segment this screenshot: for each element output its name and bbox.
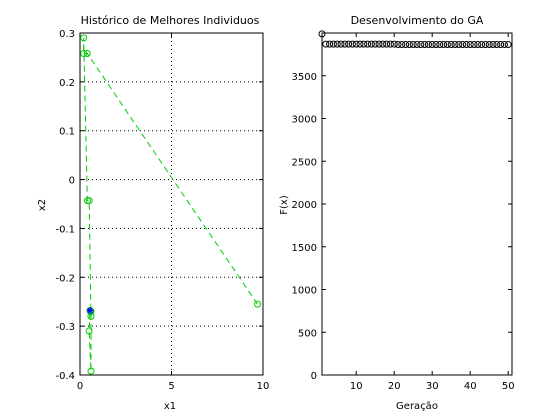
data-point — [424, 41, 432, 49]
data-point — [402, 41, 410, 49]
x-tick-label: 50 — [502, 381, 515, 392]
y-tick-label: 1000 — [292, 286, 317, 297]
plot-ga-development: Desenvolvimento do GA Geração F(x) 10 20 3… — [279, 14, 515, 412]
data-point — [85, 197, 93, 205]
data-point — [462, 41, 470, 49]
x-tick-label: 0 — [77, 381, 83, 392]
series-line — [83, 37, 258, 372]
data-point — [375, 40, 383, 48]
x-axis-label: x1 — [164, 401, 176, 412]
data-point — [383, 40, 391, 48]
y-tick-label: -0.1 — [55, 224, 75, 235]
data-point — [83, 197, 91, 205]
data-point — [80, 34, 88, 42]
data-point — [417, 41, 425, 49]
y-tick-label: -0.4 — [55, 371, 75, 382]
data-point — [364, 40, 372, 48]
best-point-marker — [86, 307, 94, 315]
data-point — [83, 50, 91, 58]
data-point — [432, 41, 440, 49]
data-point — [367, 40, 375, 48]
x-tick-label: 40 — [464, 381, 477, 392]
y-tick-label: 0.3 — [59, 29, 75, 40]
data-point — [447, 41, 455, 49]
data-point — [405, 41, 413, 49]
data-point — [326, 40, 334, 48]
data-point — [440, 41, 448, 49]
plot-best-individuals: Histórico de Melhores Individuos x1 x2 0… — [37, 14, 269, 412]
best-point-stroke — [87, 307, 93, 314]
data-point — [348, 40, 356, 48]
y-tick-label: 0.1 — [59, 127, 75, 138]
data-point — [386, 40, 394, 48]
data-point — [345, 40, 353, 48]
chart-title: Desenvolvimento do GA — [351, 14, 484, 27]
data-point — [409, 41, 417, 49]
data-point — [333, 40, 341, 48]
y-tick-label: 2000 — [292, 200, 317, 211]
data-point — [436, 41, 444, 49]
data-point — [87, 367, 95, 375]
data-point — [398, 41, 406, 49]
y-axis-label: x2 — [37, 199, 48, 211]
data-point — [322, 40, 330, 48]
y-tick-label: 0 — [69, 176, 75, 187]
plot-frame — [321, 32, 513, 376]
data-point — [421, 41, 429, 49]
data-point — [318, 30, 326, 38]
data-point — [504, 41, 512, 49]
y-tick-label: 2500 — [292, 157, 317, 168]
y-tick-label: 0 — [311, 371, 317, 382]
data-point — [489, 41, 497, 49]
x-tick-label: 30 — [426, 381, 439, 392]
chart-title: Histórico de Melhores Individuos — [81, 14, 260, 27]
data-point — [493, 41, 501, 49]
x-tick-label: 10 — [350, 381, 363, 392]
data-point — [87, 307, 95, 315]
data-point — [500, 41, 508, 49]
data-point — [379, 40, 387, 48]
y-tick-label: 3000 — [292, 115, 317, 126]
data-point — [254, 300, 262, 308]
data-point — [371, 40, 379, 48]
data-point — [481, 41, 489, 49]
y-tick-label: -0.3 — [55, 322, 75, 333]
plot-frame — [79, 32, 264, 376]
data-point — [455, 41, 463, 49]
data-point — [428, 41, 436, 49]
data-point — [474, 41, 482, 49]
data-point — [478, 41, 486, 49]
y-tick-label: 500 — [298, 328, 317, 339]
data-point — [497, 41, 505, 49]
data-point — [329, 40, 337, 48]
data-point — [485, 41, 493, 49]
x-tick-label: 20 — [388, 381, 401, 392]
data-point — [80, 50, 88, 58]
data-point — [413, 41, 421, 49]
data-point — [394, 41, 402, 49]
data-point — [443, 41, 451, 49]
y-axis-label: F(x) — [279, 195, 290, 215]
y-tick-label: 0.2 — [59, 78, 75, 89]
y-tick-label: 1500 — [292, 243, 317, 254]
x-tick-label: 10 — [257, 381, 270, 392]
data-point — [356, 40, 364, 48]
data-point — [341, 40, 349, 48]
data-point — [451, 41, 459, 49]
data-point — [390, 40, 398, 48]
data-point — [337, 40, 345, 48]
data-point — [470, 41, 478, 49]
x-tick-label: 5 — [168, 381, 174, 392]
data-point — [360, 40, 368, 48]
data-point — [466, 41, 474, 49]
y-tick-label: -0.2 — [55, 273, 75, 284]
data-point — [85, 327, 93, 335]
x-axis-label: Geração — [396, 401, 438, 412]
data-point — [459, 41, 467, 49]
data-point — [352, 40, 360, 48]
y-tick-label: 3500 — [292, 72, 317, 83]
